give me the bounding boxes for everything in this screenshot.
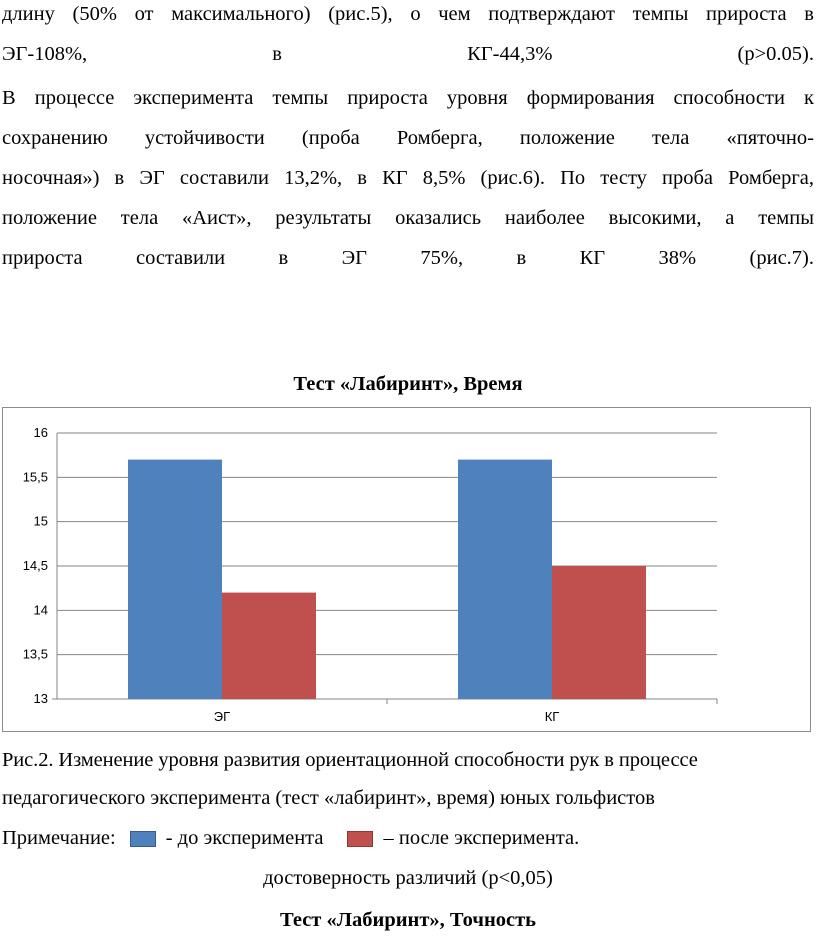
legend-after-swatch (347, 831, 374, 848)
y-tick-label: 13 (34, 691, 48, 706)
word: максимального) (171, 3, 311, 25)
word: чем (438, 3, 471, 25)
paragraph-2-line-2: сохранению устойчивости (проба Ромберга, пол… (2, 118, 814, 158)
paragraph-2-line-3: носочная») в ЭГ составили 13,2%, в КГ 8,5% (рис.… (2, 158, 814, 198)
legend-before-swatch (129, 831, 156, 848)
word: По (560, 167, 586, 189)
y-tick-label: 16 (34, 425, 48, 440)
word: эксперимента (133, 87, 254, 109)
word: положение (519, 127, 615, 149)
word: в (804, 3, 814, 25)
word: процессе (34, 87, 115, 109)
paragraph-1-line-1: длину (50% от максимального) (рис.5), о чем под… (2, 0, 814, 34)
word: прироста (706, 3, 787, 25)
word: результаты (275, 207, 372, 229)
bar-КГ-1 (552, 566, 646, 699)
word: подтверждают (488, 3, 615, 25)
word: к (803, 87, 814, 109)
word: (рис.6). (480, 167, 545, 189)
word: 8,5% (422, 167, 466, 189)
y-tick-label: 14,5 (23, 558, 48, 573)
word: а (725, 207, 735, 229)
note-label: Примечание: (2, 827, 116, 849)
legend-note: Примечание: - до эксперимента – после эксп… (2, 819, 814, 857)
y-tick-label: 15,5 (23, 469, 48, 484)
legend-after-label: – после эксперимента. (383, 827, 580, 849)
word: темпы (632, 3, 689, 25)
word: наиболее (504, 207, 585, 229)
word: формирования (526, 87, 655, 109)
figure-caption-line-1: Рис.2. Изменение уровня развития ориента… (2, 749, 698, 771)
word: (50% (72, 3, 117, 25)
word: прироста (347, 87, 428, 109)
word: проба (662, 167, 713, 189)
bar-ЭГ-0 (128, 459, 222, 699)
word: Ромберга, (728, 167, 814, 189)
word: устойчивости (144, 127, 265, 149)
paragraph-2-line-5: прироста составили в ЭГ 75%, в КГ 38% (р… (2, 247, 814, 269)
word: уровня (446, 87, 508, 109)
word: 13,2%, (284, 167, 343, 189)
word: темпы (272, 87, 329, 109)
word: оказались (395, 207, 482, 229)
word: от (134, 3, 154, 25)
word: способности (673, 87, 785, 109)
word: сохранению (2, 127, 108, 149)
paragraph-1: длину (50% от максимального) (рис.5), о чем под… (2, 0, 814, 74)
word: (рис.5), (328, 3, 393, 25)
word: о (410, 3, 421, 25)
word: тесту (600, 167, 647, 189)
word: темпы (758, 207, 814, 229)
word: тела (652, 127, 690, 149)
word: (проба (301, 127, 360, 149)
bar-КГ-0 (458, 459, 552, 699)
next-chart-heading: Тест «Лабиринт», Точность (279, 909, 537, 931)
word: ЭГ (139, 167, 165, 189)
bar-ЭГ-1 (222, 592, 316, 699)
y-tick-label: 13,5 (23, 647, 48, 662)
paragraph-1-line-2: ЭГ-108%, в КГ-44,3% (р>0.05). (2, 43, 814, 65)
word: в (114, 167, 125, 189)
legend-before-label: - до эксперимента (165, 827, 324, 849)
paragraph-2-line-4: положение тела «Аист», результаты оказались н… (2, 198, 814, 238)
significance-note: достоверность различий (р<0,05) (263, 867, 553, 889)
word: КГ (382, 167, 408, 189)
x-tick-label: КГ (545, 709, 560, 724)
y-tick-label: 15 (34, 514, 48, 529)
chart-heading: Тест «Лабиринт», Время (293, 373, 523, 395)
word: длину (2, 3, 55, 25)
chart-frame: 13 13,5 14 14,5 15 15,5 16 ЭГ КГ (2, 407, 811, 732)
word: «Аист», (182, 207, 252, 229)
y-tick-label: 14 (34, 602, 48, 617)
word: «пяточно- (726, 127, 814, 149)
word: носочная») (2, 167, 100, 189)
word: положение (2, 207, 97, 229)
x-tick-label: ЭГ (214, 709, 230, 724)
figure-caption-line-2: педагогического эксперимента (тест «лаби… (2, 787, 655, 809)
word: Ромберга, (396, 127, 483, 149)
word: высокими, (608, 207, 702, 229)
word: В (2, 87, 16, 109)
word: тела (120, 207, 159, 229)
word: в (357, 167, 367, 189)
word: составили (179, 167, 269, 189)
bar-chart: 13 13,5 14 14,5 15 15,5 16 ЭГ КГ (23, 425, 718, 724)
